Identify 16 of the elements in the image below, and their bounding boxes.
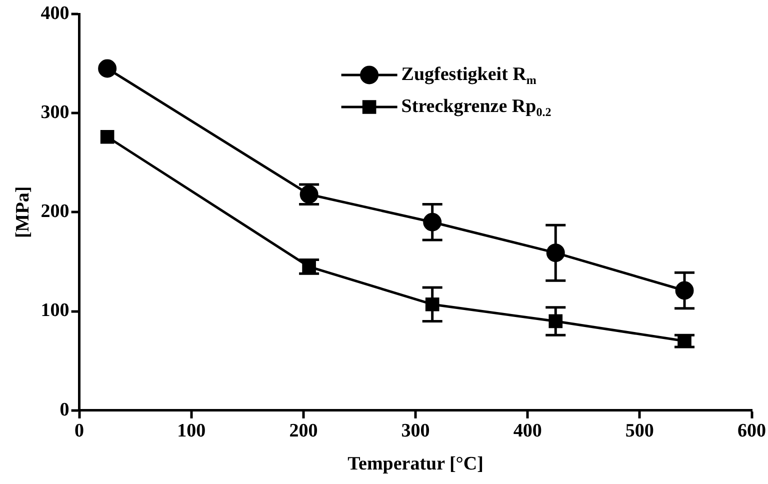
y-tick-label: 0	[60, 399, 70, 420]
x-tick-label: 0	[74, 420, 84, 442]
y-tick-label: 300	[40, 102, 70, 124]
x-tick-label: 300	[401, 420, 430, 442]
x-tick-label: 200	[289, 420, 318, 442]
x-axis-title: Temperatur [°C]	[348, 454, 484, 475]
point	[98, 59, 117, 78]
x-tick-label: 500	[625, 420, 654, 442]
x-tick-label: 100	[177, 420, 206, 442]
y-tick-label: 200	[40, 201, 70, 222]
y-tick-label: 400	[40, 2, 70, 24]
y-axis-title: [MPa]	[12, 186, 34, 238]
y-tick-label: 100	[40, 300, 70, 322]
point	[100, 130, 114, 144]
x-tick-label: 600	[738, 420, 766, 442]
x-tick-label: 400	[513, 420, 542, 442]
